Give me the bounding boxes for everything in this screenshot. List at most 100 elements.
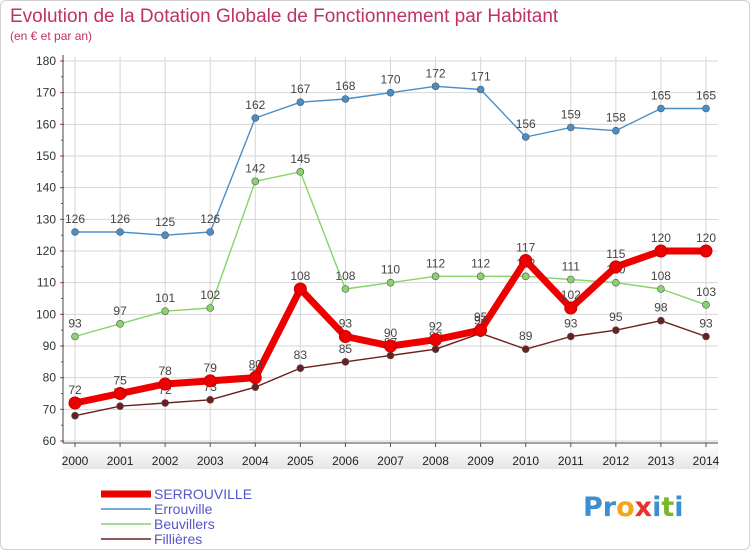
data-label-errouville: 126 bbox=[65, 212, 85, 226]
x-tick-label: 2007 bbox=[377, 454, 404, 468]
series-point-beuvillers bbox=[476, 272, 485, 281]
x-tick-label: 2013 bbox=[648, 454, 675, 468]
series-point-errouville bbox=[702, 104, 710, 113]
proxiti-logo: Proxiti bbox=[583, 492, 684, 523]
series-point-beuvillers bbox=[657, 285, 665, 293]
data-label-errouville: 170 bbox=[380, 73, 400, 87]
series-point-errouville bbox=[386, 88, 395, 97]
data-label-fillières: 93 bbox=[564, 317, 578, 331]
data-label-errouville: 126 bbox=[200, 212, 220, 226]
data-label-errouville: 158 bbox=[606, 111, 626, 125]
legend-label-beuvillers: Beuvillers bbox=[154, 516, 215, 532]
plot-area: 60 70 80 90 100 110 120 130 140 150 160 170 180 2000 2… bbox=[36, 54, 720, 469]
x-tick-label: 2012 bbox=[603, 454, 630, 468]
y-tick-label: 70 bbox=[43, 402, 57, 416]
data-label-errouville: 165 bbox=[696, 89, 716, 103]
x-tick-label: 2010 bbox=[512, 454, 539, 468]
series-point-serrouville bbox=[248, 371, 262, 385]
series-point-fillières bbox=[161, 399, 169, 407]
data-label-serrouville: 78 bbox=[158, 364, 172, 378]
x-axis-strip bbox=[63, 443, 718, 469]
y-tick-label: 60 bbox=[43, 434, 57, 448]
x-tick-label: 2001 bbox=[107, 454, 134, 468]
y-tick-label: 100 bbox=[36, 307, 56, 321]
data-label-fillières: 98 bbox=[654, 301, 668, 315]
data-label-serrouville: 72 bbox=[68, 383, 82, 397]
data-label-serrouville: 92 bbox=[429, 320, 443, 334]
y-tick-label: 130 bbox=[36, 212, 56, 226]
x-tick-label: 2002 bbox=[152, 454, 179, 468]
series-point-fillières bbox=[431, 345, 440, 353]
series-point-fillières bbox=[71, 411, 79, 420]
y-tick-label: 150 bbox=[36, 149, 56, 163]
x-tick-label: 2005 bbox=[287, 454, 314, 468]
data-label-fillières: 89 bbox=[519, 329, 533, 343]
data-label-errouville: 162 bbox=[245, 98, 265, 112]
x-tick-label: 2003 bbox=[197, 454, 224, 468]
series-point-beuvillers bbox=[71, 332, 79, 341]
series-point-beuvillers bbox=[702, 301, 710, 309]
x-tick-label: 2006 bbox=[332, 454, 359, 468]
series-point-serrouville bbox=[519, 254, 533, 267]
series-point-errouville bbox=[116, 228, 124, 236]
series-point-serrouville bbox=[293, 282, 307, 296]
series-point-serrouville bbox=[609, 260, 623, 274]
series-point-errouville bbox=[431, 82, 440, 91]
y-tick-label: 90 bbox=[43, 339, 57, 353]
series-point-serrouville bbox=[158, 377, 172, 391]
series-point-beuvillers bbox=[612, 278, 620, 287]
series-point-fillières bbox=[386, 351, 395, 360]
data-label-serrouville: 80 bbox=[249, 358, 263, 372]
series-point-errouville bbox=[521, 133, 530, 141]
series-point-fillières bbox=[657, 316, 665, 325]
x-tick-label: 2014 bbox=[693, 454, 720, 468]
data-label-beuvillers: 102 bbox=[200, 288, 220, 302]
data-label-beuvillers: 93 bbox=[68, 317, 82, 331]
series-point-fillières bbox=[521, 345, 530, 353]
data-label-beuvillers: 97 bbox=[113, 304, 127, 318]
data-label-beuvillers: 112 bbox=[471, 256, 490, 270]
series-point-serrouville bbox=[654, 244, 668, 258]
x-tick-label: 2009 bbox=[467, 454, 494, 468]
x-tick-label: 2004 bbox=[242, 454, 269, 468]
series-point-serrouville bbox=[699, 244, 713, 258]
data-label-serrouville: 120 bbox=[651, 231, 671, 245]
series-point-beuvillers bbox=[116, 320, 124, 328]
y-tick-label: 140 bbox=[36, 181, 56, 195]
legend-label-fillières: Fillières bbox=[154, 531, 202, 547]
data-label-serrouville: 75 bbox=[113, 374, 127, 388]
legend-label-serrouville: SERROUVILLE bbox=[154, 486, 252, 502]
y-tick-label: 80 bbox=[43, 371, 57, 385]
data-label-errouville: 165 bbox=[651, 89, 671, 103]
series-point-beuvillers bbox=[296, 168, 305, 176]
y-tick-label: 170 bbox=[36, 86, 56, 100]
data-label-fillières: 83 bbox=[294, 348, 308, 362]
x-tick-label: 2008 bbox=[422, 454, 449, 468]
data-label-errouville: 167 bbox=[290, 82, 310, 96]
series-point-errouville bbox=[566, 123, 575, 132]
series-point-beuvillers bbox=[566, 275, 575, 284]
series-point-errouville bbox=[206, 228, 215, 236]
data-label-errouville: 168 bbox=[335, 79, 355, 93]
series-point-serrouville bbox=[113, 387, 127, 400]
data-label-serrouville: 108 bbox=[290, 269, 310, 283]
series-point-errouville bbox=[71, 228, 79, 236]
series-point-serrouville bbox=[338, 330, 352, 343]
data-label-beuvillers: 108 bbox=[651, 269, 671, 283]
data-label-errouville: 172 bbox=[426, 66, 446, 80]
chart-title: Evolution de la Dotation Globale de Fonc… bbox=[10, 6, 559, 27]
x-tick-label: 2011 bbox=[558, 454, 584, 468]
series-point-serrouville bbox=[474, 323, 488, 337]
series-point-serrouville bbox=[384, 339, 397, 353]
series-point-beuvillers bbox=[251, 177, 260, 186]
data-label-serrouville: 115 bbox=[606, 247, 625, 261]
y-tick-label: 110 bbox=[37, 276, 56, 290]
series-point-serrouville bbox=[564, 301, 578, 315]
x-tick-label: 2000 bbox=[62, 454, 89, 468]
data-label-beuvillers: 145 bbox=[290, 152, 310, 166]
data-label-serrouville: 93 bbox=[339, 317, 353, 331]
series-point-fillières bbox=[612, 326, 620, 334]
data-label-beuvillers: 111 bbox=[562, 260, 581, 274]
data-label-beuvillers: 142 bbox=[245, 161, 265, 175]
